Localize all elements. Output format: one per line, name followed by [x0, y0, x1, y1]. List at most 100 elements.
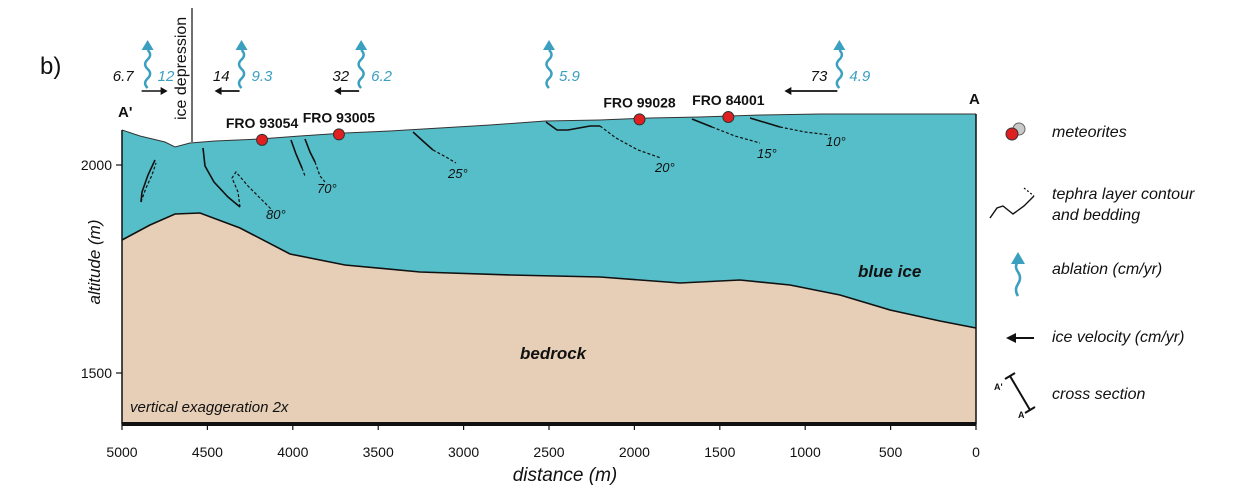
ice-surface-line: [121, 113, 976, 148]
legend-cs-end-label: A: [1018, 410, 1025, 420]
tephra-layer-15-a: [691, 118, 713, 128]
ablation-value: 12: [158, 68, 175, 85]
x-tick-label: 4000: [277, 444, 308, 460]
velocity-arrow-head: [160, 87, 168, 95]
tephra-layer-70-c: [304, 138, 316, 163]
x-tick-label: 3000: [448, 444, 479, 460]
blue-ice-label: blue ice: [858, 262, 921, 281]
ablation-arrow-head: [235, 40, 248, 50]
measurement-station: 9.3 14: [213, 40, 273, 95]
x-axis-ticks: 5000 4500 4000 3500 3000 2500 2000 1500 1000 500 0: [106, 424, 980, 460]
legend-ablation-label: ablation (cm/yr): [1052, 261, 1162, 278]
dip-angle-15: 15°: [757, 146, 777, 161]
velocity-value: 14: [213, 68, 230, 85]
legend-tephra-label-1: tephra layer contour: [1052, 186, 1195, 203]
exaggeration-note: vertical exaggeration 2x: [130, 399, 289, 416]
panel-label: b): [40, 53, 61, 80]
y-tick-label: 1500: [81, 365, 112, 381]
tephra-layer-25-b: [432, 149, 457, 164]
measurement-stations: 126.7 9.314 6.232 5.9 4.973: [113, 40, 871, 95]
measurement-station: 4.9 73: [784, 40, 871, 95]
meteorite-label: FRO 99028: [603, 94, 676, 110]
x-axis-title: distance (m): [513, 465, 618, 486]
meteorite-marker: [722, 111, 735, 124]
legend-meteorite-icon: [1005, 127, 1019, 141]
legend-velocity-label: ice velocity (cm/yr): [1052, 329, 1184, 346]
bedrock-region: [122, 213, 976, 424]
tephra-layer-25-a: [412, 131, 434, 151]
x-tick-label: 0: [972, 444, 980, 460]
tephra-layer-70-a: [290, 139, 303, 169]
tephra-layer-20-b: [599, 125, 662, 159]
ablation-arrow-head: [141, 40, 154, 50]
meteorite-markers: FRO 93054 FRO 93005 FRO 99028 FRO 84001: [226, 92, 765, 146]
ablation-value: 6.2: [371, 68, 393, 85]
blue-ice-region: [122, 114, 976, 328]
legend-tephra-icon: [989, 195, 1035, 219]
x-tick-label: 2500: [533, 444, 564, 460]
tephra-layer-80-a: [140, 159, 156, 203]
tephra-layer-80-b: [140, 162, 157, 203]
ablation-arrow-icon: [835, 49, 844, 89]
velocity-value: 6.7: [113, 68, 135, 85]
legend: meteorites tephra layer contour and bedd…: [989, 122, 1195, 420]
tephra-layers: [140, 117, 831, 211]
x-tick-label: 5000: [106, 444, 137, 460]
velocity-value: 32: [332, 68, 349, 85]
tephra-layer-15-b: [711, 126, 761, 144]
tephra-layer-70-b: [301, 167, 306, 177]
ice-depression-label: ice depression: [173, 17, 190, 120]
measurement-station: 6.2 32: [332, 40, 393, 95]
tephra-layer-70-d: [314, 161, 326, 183]
y-axis-title: altitude (m): [85, 219, 104, 304]
bedrock-surface-line: [121, 212, 977, 329]
ablation-arrow-head: [833, 40, 846, 50]
legend-ablation-icon: [1011, 252, 1025, 297]
y-axis-ticks: 2000 1500: [81, 157, 122, 381]
meteorite-label: FRO 93005: [303, 109, 376, 125]
ablation-arrow-icon: [357, 49, 365, 89]
legend-velocity-icon: [1006, 333, 1034, 343]
ablation-arrow-icon: [237, 49, 246, 89]
x-tick-label: 3500: [363, 444, 394, 460]
bedrock-label: bedrock: [520, 344, 588, 363]
ablation-value: 5.9: [559, 68, 581, 85]
dip-angle-70: 70°: [317, 181, 337, 196]
dip-angle-80: 80°: [266, 207, 286, 222]
ablation-arrow-head: [355, 40, 368, 50]
dip-angle-10: 10°: [826, 134, 846, 149]
section-label-end: A: [969, 91, 980, 108]
dip-angle-20: 20°: [654, 160, 675, 175]
meteorite-label: FRO 93054: [226, 115, 299, 131]
tephra-layer-10-b: [779, 126, 831, 136]
ablation-value: 4.9: [849, 68, 871, 85]
x-tick-label: 1000: [790, 444, 821, 460]
y-tick-label: 2000: [81, 157, 112, 173]
velocity-arrow-head: [334, 87, 342, 95]
x-tick-label: 500: [879, 444, 903, 460]
velocity-value: 73: [811, 68, 828, 85]
ablation-arrow-icon: [545, 49, 553, 89]
measurement-station: 126.7: [113, 40, 175, 95]
legend-cs-start-label: A': [994, 382, 1003, 392]
section-label-start: A': [118, 104, 132, 121]
meteorite-label: FRO 84001: [692, 92, 765, 108]
tephra-layer-20-a: [545, 121, 600, 131]
legend-cross-section-label: cross section: [1052, 386, 1145, 403]
x-tick-label: 2000: [619, 444, 650, 460]
legend-cross-section-icon: [1004, 372, 1036, 414]
x-tick-label: 1500: [704, 444, 735, 460]
ablation-arrow-icon: [143, 49, 152, 89]
dip-angle-25: 25°: [447, 166, 468, 181]
legend-tephra-label-2: and bedding: [1052, 207, 1140, 224]
ablation-arrow-head: [543, 40, 555, 50]
tephra-layer-80-c: [202, 147, 241, 208]
legend-meteorites-label: meteorites: [1052, 124, 1127, 141]
measurement-station: 5.9: [543, 40, 581, 89]
legend-tephra-icon-dashed: [1023, 187, 1035, 197]
meteorite-marker: [332, 128, 345, 141]
ablation-value: 9.3: [252, 68, 274, 85]
meteorite-marker: [633, 113, 646, 126]
velocity-arrow-head: [214, 87, 222, 95]
